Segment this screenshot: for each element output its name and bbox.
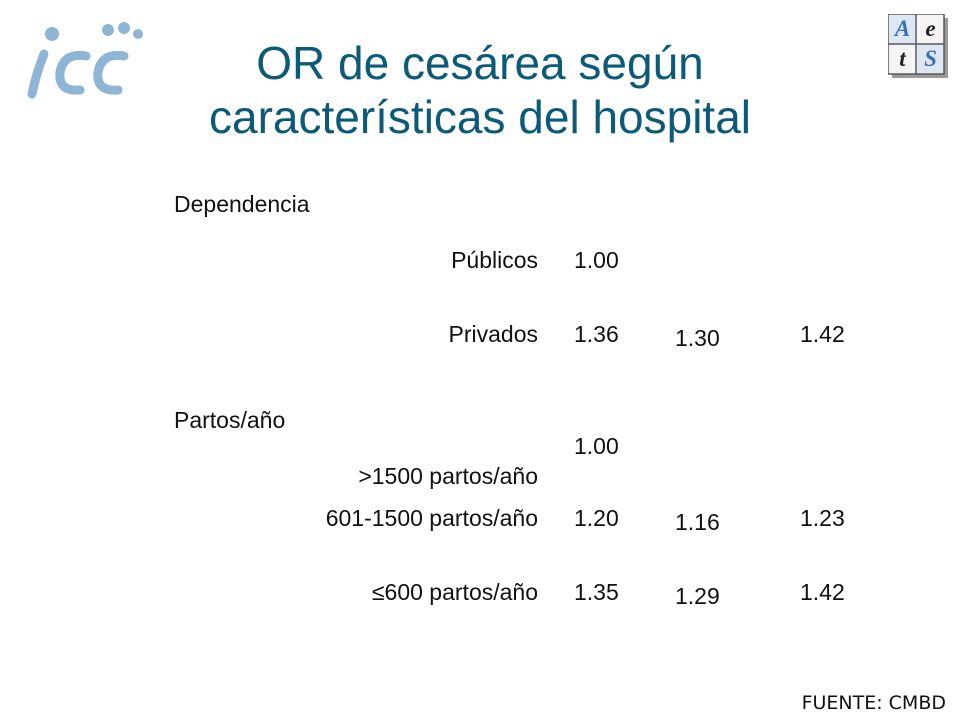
or-publicos: 1.00 [574, 247, 619, 273]
aets-letter-s: S [924, 46, 937, 71]
ci-low-privados: 1.30 [675, 325, 720, 351]
source-note: FUENTE: CMBD [801, 692, 946, 714]
or-privados: 1.36 [574, 321, 619, 347]
title-line-1: OR de cesárea según [256, 37, 704, 89]
row-label-601-1500: 601-1500 partos/año [325, 505, 538, 531]
or-601-1500: 1.20 [574, 505, 619, 531]
isc-logo-icon [27, 22, 143, 99]
aets-logo-icon: A e t S [888, 14, 948, 78]
row-label-publicos: Públicos [451, 247, 538, 273]
row-label-le600: ≤600 partos/año [371, 579, 538, 605]
section-partos: Partos/año [174, 407, 286, 433]
or-gt1500: 1.00 [574, 433, 619, 459]
slide-title: OR de cesárea según características del … [110, 36, 850, 144]
ci-high-le600: 1.42 [800, 579, 845, 605]
ci-low-le600: 1.29 [675, 583, 720, 609]
ci-high-privados: 1.42 [800, 321, 845, 347]
aets-letter-e: e [925, 16, 936, 41]
title-line-2: características del hospital [208, 91, 752, 143]
section-dependencia: Dependencia [174, 191, 310, 217]
row-label-privados: Privados [448, 321, 538, 347]
aets-letter-t: t [899, 46, 906, 71]
ci-high-601-1500: 1.23 [800, 505, 845, 531]
aets-letter-a: A [894, 16, 911, 41]
row-label-gt1500: >1500 partos/año [358, 463, 538, 489]
ci-low-601-1500: 1.16 [675, 509, 720, 535]
or-le600: 1.35 [574, 579, 619, 605]
